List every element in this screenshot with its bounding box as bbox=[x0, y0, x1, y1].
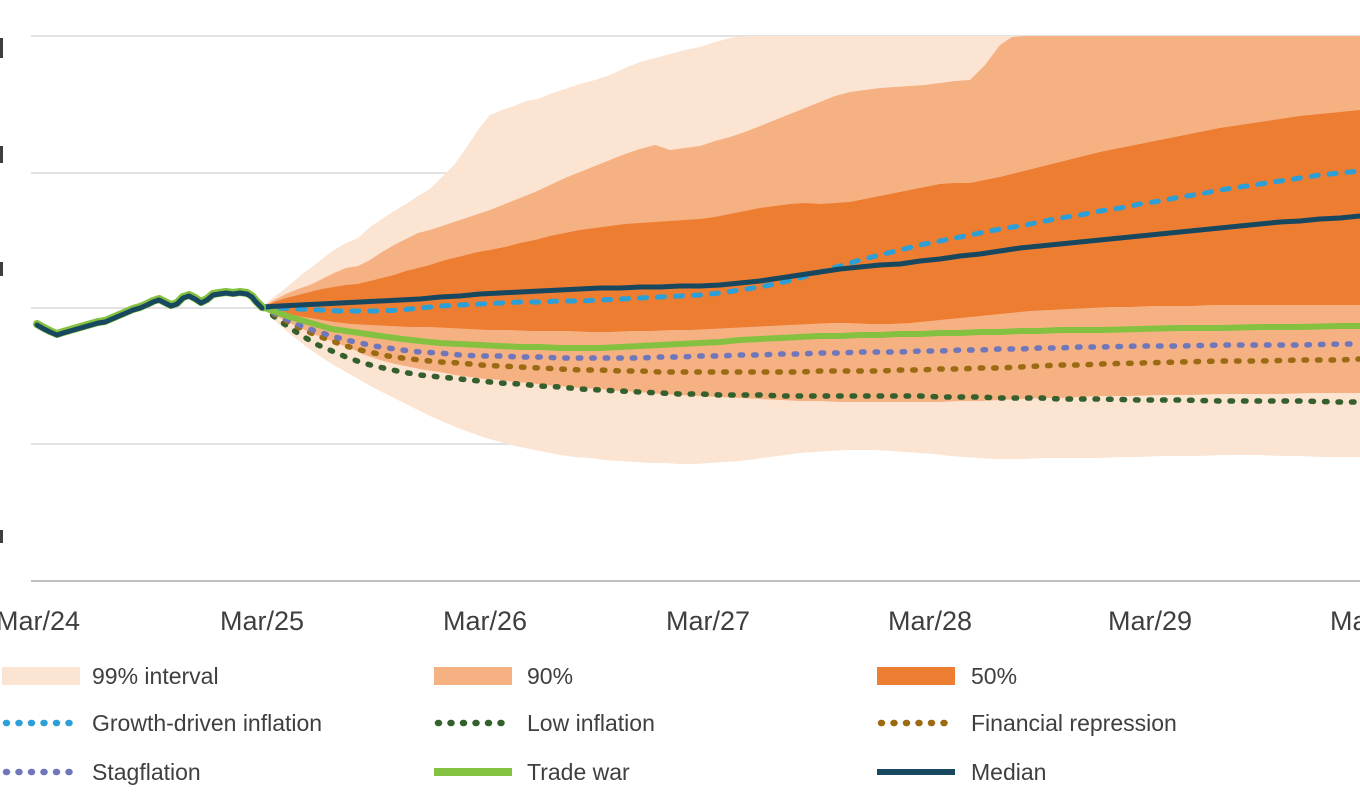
x-axis-label: Mar/24 bbox=[0, 606, 80, 636]
series-low-inflation bbox=[259, 304, 1360, 405]
series-median bbox=[259, 213, 1360, 310]
legend-item: 50% bbox=[877, 663, 1017, 689]
legend-item: Stagflation bbox=[2, 759, 201, 785]
legend-item: 90% bbox=[434, 663, 573, 689]
legend-label: Financial repression bbox=[971, 710, 1177, 736]
x-axis-label: Mar/29 bbox=[1108, 606, 1192, 636]
history-line bbox=[34, 290, 265, 338]
legend-label: Growth-driven inflation bbox=[92, 710, 322, 736]
scenario-lines bbox=[33, 168, 1360, 405]
ytick-label-fragment bbox=[0, 530, 3, 543]
ytick-label-fragment bbox=[0, 262, 3, 276]
x-axis-label: Mar/26 bbox=[443, 606, 527, 636]
x-axis-label: Mar/27 bbox=[666, 606, 750, 636]
x-axis-label: Mar/28 bbox=[888, 606, 972, 636]
legend-label: Trade war bbox=[527, 759, 630, 785]
legend-label: Stagflation bbox=[92, 759, 201, 785]
legend-item: Low inflation bbox=[434, 710, 655, 736]
legend-item: Growth-driven inflation bbox=[2, 710, 322, 736]
history-line-outline bbox=[33, 288, 266, 338]
ytick-label-fragment bbox=[0, 38, 3, 58]
legend-label: Low inflation bbox=[527, 710, 655, 736]
x-axis-label: Mar/30 bbox=[1330, 606, 1360, 636]
legend-label: 90% bbox=[527, 663, 573, 689]
legend-label: 50% bbox=[971, 663, 1017, 689]
legend: 99% interval 90% 50% Growth-driven inflatio… bbox=[2, 663, 1177, 785]
legend-item: Median bbox=[877, 759, 1046, 785]
legend-swatch-fill bbox=[2, 667, 80, 685]
legend-item: 99% interval bbox=[2, 663, 219, 689]
series-growth-driven-inflation bbox=[259, 168, 1360, 314]
legend-item: Financial repression bbox=[877, 710, 1177, 736]
series-stagflation bbox=[259, 304, 1360, 361]
legend-swatch-fill bbox=[434, 667, 512, 685]
ytick-label-fragment bbox=[0, 146, 3, 163]
confidence-bands bbox=[262, 36, 1360, 464]
series-trade-war bbox=[259, 304, 1360, 351]
band-50 bbox=[262, 110, 1360, 332]
legend-swatch-fill bbox=[877, 667, 955, 685]
legend-label: Median bbox=[971, 759, 1046, 785]
legend-label: 99% interval bbox=[92, 663, 219, 689]
legend-item: Trade war bbox=[434, 759, 630, 785]
x-axis-label: Mar/25 bbox=[220, 606, 304, 636]
